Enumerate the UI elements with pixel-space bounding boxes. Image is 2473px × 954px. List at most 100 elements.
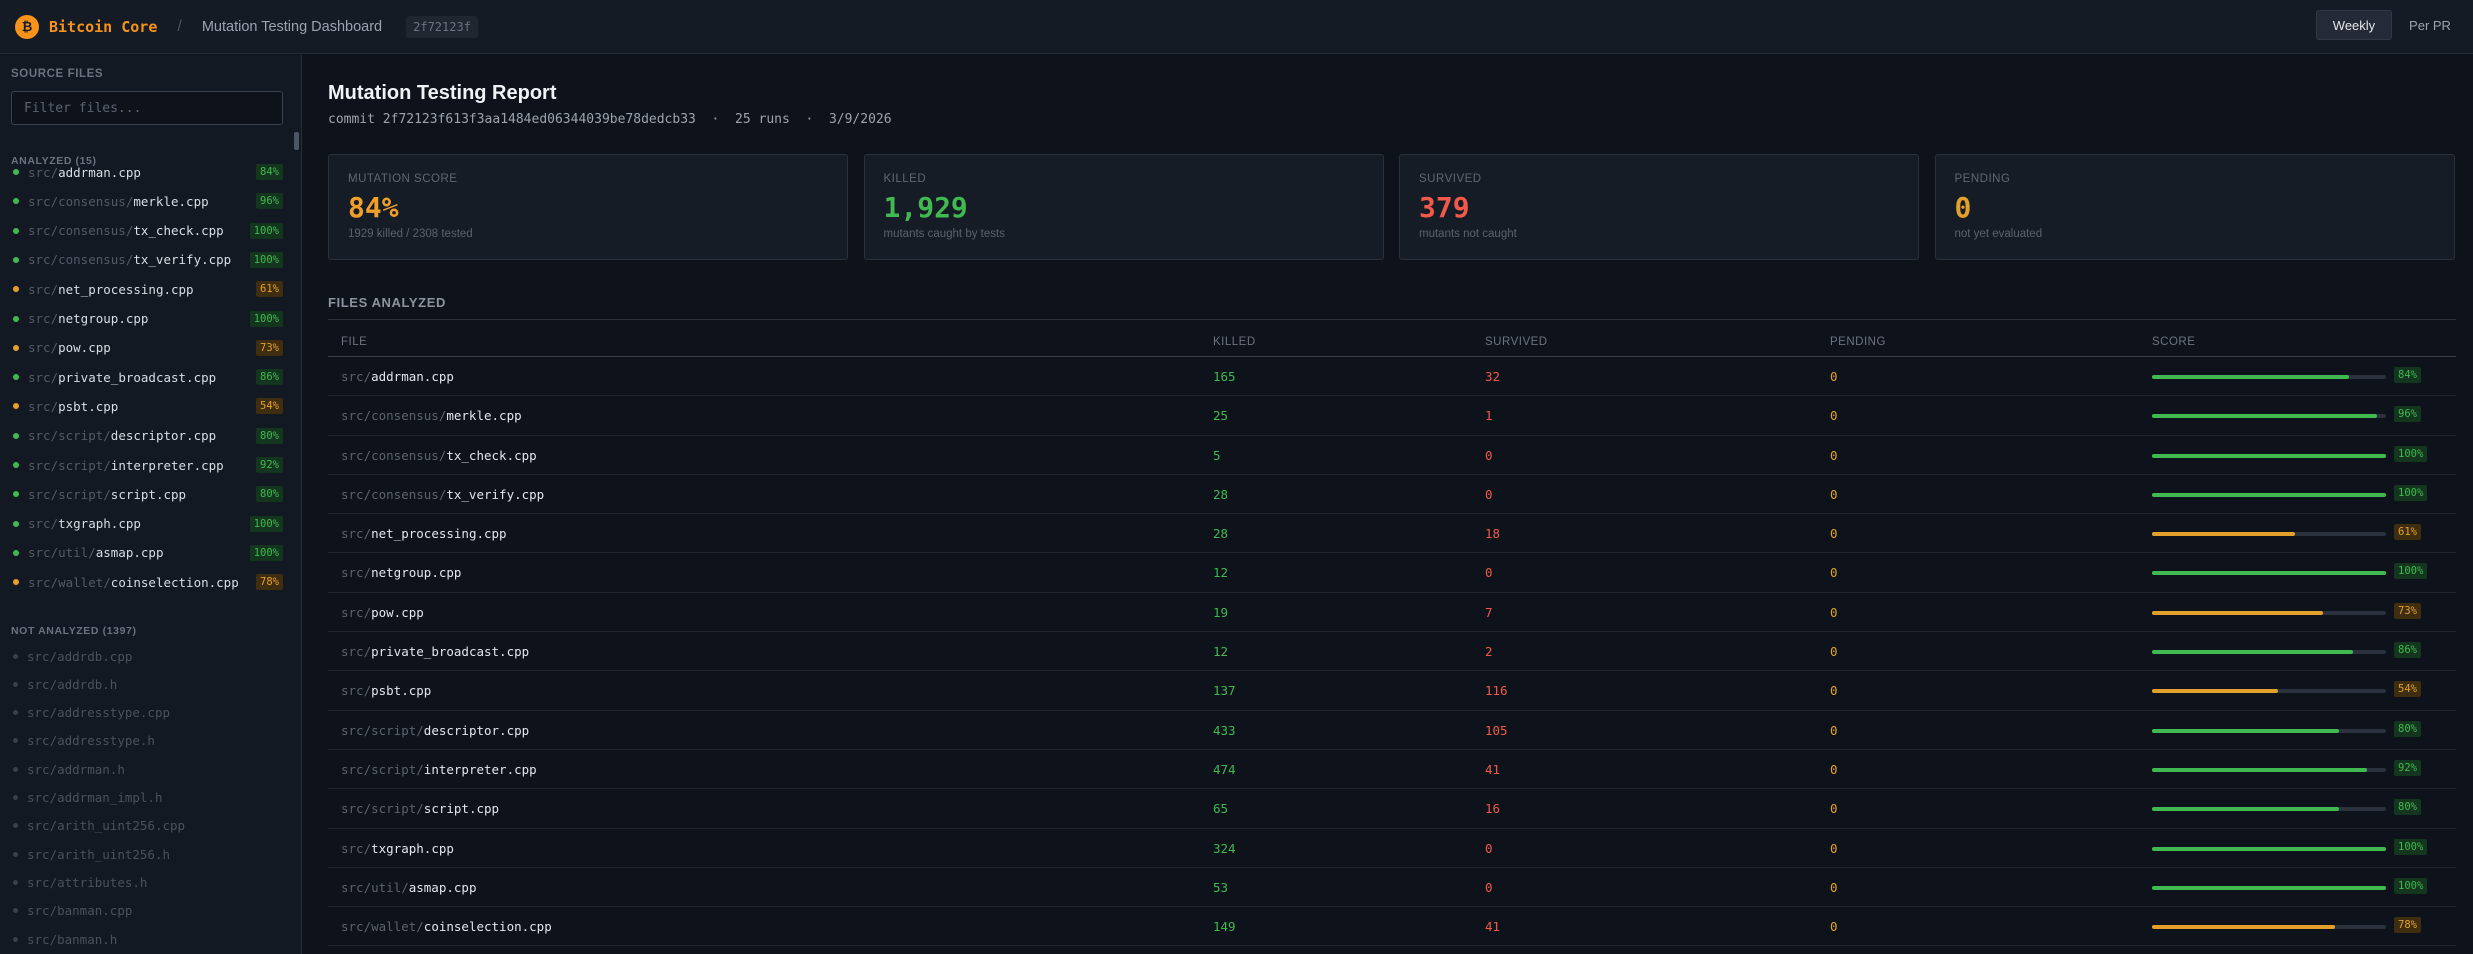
file-cell[interactable]: src/script/script.cpp: [341, 801, 499, 816]
sidebar-file-path: src/pow.cpp: [28, 340, 111, 355]
sidebar-file-item[interactable]: src/arith_uint256.cpp: [13, 815, 283, 837]
score-badge: 80%: [2394, 720, 2421, 737]
sidebar-file-item[interactable]: src/net_processing.cpp 61%: [13, 278, 283, 300]
sidebar-file-item[interactable]: src/addresstype.cpp: [13, 702, 283, 724]
score-badge: 100%: [249, 544, 283, 561]
file-cell[interactable]: src/net_processing.cpp: [341, 526, 507, 541]
score-bar-fill: [2152, 689, 2279, 694]
sidebar-file-item[interactable]: src/util/asmap.cpp 100%: [13, 542, 283, 564]
sidebar-file-item[interactable]: src/addrman_impl.h: [13, 787, 283, 809]
file-dir: src/script/: [28, 486, 111, 502]
file-cell[interactable]: src/netgroup.cpp: [341, 565, 461, 580]
sidebar-file-item[interactable]: src/consensus/tx_verify.cpp 100%: [13, 249, 283, 271]
table-row[interactable]: src/consensus/merkle.cpp 25 1 0 96%: [328, 396, 2456, 436]
file-cell[interactable]: src/pow.cpp: [341, 605, 424, 620]
sidebar-file-item[interactable]: src/banman.h: [13, 928, 283, 950]
table-row[interactable]: src/script/descriptor.cpp 433 105 0 80%: [328, 711, 2456, 750]
file-cell[interactable]: src/script/descriptor.cpp: [341, 723, 529, 738]
file-cell[interactable]: src/script/interpreter.cpp: [341, 762, 537, 777]
sidebar-file-item[interactable]: src/addrdb.h: [13, 673, 283, 695]
file-dir: src/: [27, 903, 58, 919]
commit-badge: 2f72123f: [406, 15, 478, 38]
column-score[interactable]: SCORE: [2152, 336, 2196, 348]
survived-cell: 0: [1485, 879, 1493, 895]
table-row[interactable]: src/wallet/coinselection.cpp 149 41 0 78%: [328, 907, 2456, 947]
score-badge: 78%: [256, 574, 283, 591]
column-killed[interactable]: KILLED: [1213, 336, 1256, 348]
sidebar-file-item[interactable]: src/addrman.cpp 84%: [13, 161, 283, 183]
pending-cell: 0: [1830, 840, 1838, 856]
filter-files-input[interactable]: [11, 91, 283, 125]
sidebar-file-item[interactable]: src/txgraph.cpp 100%: [13, 513, 283, 535]
sidebar-file-item[interactable]: src/attributes.h: [13, 871, 283, 893]
score-badge: 80%: [256, 486, 283, 503]
files-table: FILE KILLED SURVIVED PENDING SCORE src/a…: [328, 319, 2456, 947]
file-cell[interactable]: src/wallet/coinselection.cpp: [341, 919, 552, 934]
file-cell[interactable]: src/txgraph.cpp: [341, 841, 454, 856]
status-dot-icon: [13, 491, 19, 498]
table-row[interactable]: src/script/script.cpp 65 16 0 80%: [328, 789, 2456, 829]
sidebar-scrollbar[interactable]: [294, 132, 299, 150]
table-row[interactable]: src/consensus/tx_verify.cpp 28 0 0 100%: [328, 475, 2456, 515]
killed-cell: 433: [1213, 722, 1236, 738]
table-row[interactable]: src/pow.cpp 19 7 0 73%: [328, 593, 2456, 633]
table-row[interactable]: src/util/asmap.cpp 53 0 0 100%: [328, 868, 2456, 908]
sidebar-file-item[interactable]: src/netgroup.cpp 100%: [13, 308, 283, 330]
sidebar-file-path: src/addrman.cpp: [28, 165, 141, 180]
sidebar-file-item[interactable]: src/pow.cpp 73%: [13, 337, 283, 359]
sidebar-file-item[interactable]: src/addrdb.cpp: [13, 645, 283, 667]
file-dir: src/: [27, 761, 58, 777]
table-row[interactable]: src/net_processing.cpp 28 18 0 61%: [328, 514, 2456, 554]
files-analyzed-heading: FILES ANALYZED: [328, 295, 446, 310]
column-file[interactable]: FILE: [341, 336, 368, 348]
sidebar-file-item[interactable]: src/consensus/tx_check.cpp 100%: [13, 220, 283, 242]
sidebar-file-path: src/addrman.h: [27, 762, 125, 777]
file-cell[interactable]: src/util/asmap.cpp: [341, 880, 476, 895]
sidebar-file-item[interactable]: src/script/script.cpp 80%: [13, 483, 283, 505]
runs-count: 25 runs: [735, 112, 790, 127]
file-dir: src/util/: [341, 879, 409, 895]
sidebar-file-item[interactable]: src/addresstype.h: [13, 730, 283, 752]
table-row[interactable]: src/addrman.cpp 165 32 0 84%: [328, 357, 2456, 397]
table-row[interactable]: src/script/interpreter.cpp 474 41 0 92%: [328, 750, 2456, 790]
file-dir: src/: [27, 818, 58, 834]
sidebar-file-item[interactable]: src/consensus/merkle.cpp 96%: [13, 190, 283, 212]
table-row[interactable]: src/consensus/tx_check.cpp 5 0 0 100%: [328, 436, 2456, 475]
file-name: netgroup.cpp: [58, 311, 149, 326]
file-cell[interactable]: src/addrman.cpp: [341, 369, 454, 384]
sidebar-file-item[interactable]: src/private_broadcast.cpp 86%: [13, 366, 283, 388]
brand-name[interactable]: Bitcoin Core: [49, 17, 158, 36]
file-cell[interactable]: src/consensus/tx_check.cpp: [341, 448, 537, 463]
file-cell[interactable]: src/private_broadcast.cpp: [341, 644, 529, 659]
sidebar-file-item[interactable]: src/banman.cpp: [13, 900, 283, 922]
pending-cell: 0: [1830, 369, 1838, 384]
sidebar-file-item[interactable]: src/wallet/coinselection.cpp 78%: [13, 571, 283, 593]
sidebar-file-item[interactable]: src/arith_uint256.h: [13, 843, 283, 865]
card-value: 0: [1954, 191, 1972, 224]
table-row[interactable]: src/netgroup.cpp 12 0 0 100%: [328, 553, 2456, 593]
score-bar: [2152, 728, 2386, 733]
status-dot-icon: [13, 227, 19, 234]
survived-cell: 0: [1485, 486, 1493, 502]
weekly-toggle-button[interactable]: Weekly: [2316, 10, 2392, 40]
status-dot-icon: [13, 823, 18, 829]
column-survived[interactable]: SURVIVED: [1485, 336, 1548, 348]
sidebar-file-path: src/script/descriptor.cpp: [28, 428, 216, 443]
sidebar-file-item[interactable]: src/psbt.cpp 54%: [13, 395, 283, 417]
table-row[interactable]: src/psbt.cpp 137 116 0 54%: [328, 671, 2456, 711]
score-badge: 86%: [2394, 642, 2421, 659]
file-cell[interactable]: src/psbt.cpp: [341, 683, 431, 698]
per-pr-toggle-button[interactable]: Per PR: [2409, 17, 2451, 33]
sidebar-file-item[interactable]: src/addrman.h: [13, 758, 283, 780]
file-cell[interactable]: src/consensus/tx_verify.cpp: [341, 487, 544, 502]
sidebar-file-item[interactable]: src/script/interpreter.cpp 92%: [13, 454, 283, 476]
table-row[interactable]: src/private_broadcast.cpp 12 2 0 86%: [328, 632, 2456, 672]
column-pending[interactable]: PENDING: [1830, 336, 1886, 348]
sidebar-file-item[interactable]: src/script/descriptor.cpp 80%: [13, 425, 283, 447]
table-row[interactable]: src/txgraph.cpp 324 0 0 100%: [328, 829, 2456, 868]
survived-cell: 0: [1485, 447, 1493, 463]
score-bar-fill: [2152, 650, 2354, 655]
file-dir: src/: [27, 874, 58, 890]
score-badge: 73%: [2394, 602, 2421, 619]
file-cell[interactable]: src/consensus/merkle.cpp: [341, 408, 522, 423]
